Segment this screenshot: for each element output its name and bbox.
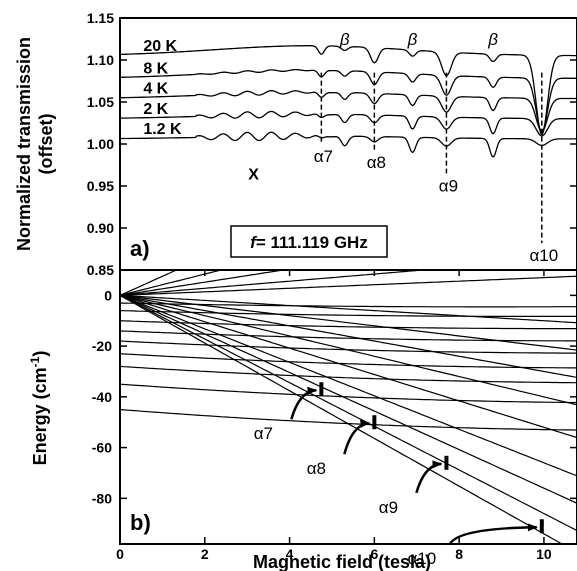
panel-a-y-label-line1: Normalized transmission bbox=[14, 37, 34, 251]
transmission-trace bbox=[120, 110, 577, 137]
panel-b-y-label-sup: -1 bbox=[28, 356, 42, 367]
panel-a-alpha-labels: α7 α8 α9 α10 bbox=[314, 147, 558, 265]
crossing-arrow bbox=[343, 419, 371, 455]
series-label: 4 K bbox=[143, 81, 168, 98]
frequency-symbol: f bbox=[250, 233, 258, 252]
panel-a-resonance-markers bbox=[320, 72, 543, 244]
crossing-label: α9 bbox=[379, 498, 398, 517]
panel-b-xtick-label: 2 bbox=[201, 546, 209, 562]
series-label: 2 K bbox=[143, 101, 168, 118]
panel-b: 0 -20 -40 -60 -80 0 2 4 6 8 10 α7 α8 α9 α10 b) Magne… bbox=[28, 269, 577, 571]
energy-level-line bbox=[120, 270, 430, 296]
panel-a-ytick-label: 1.15 bbox=[87, 10, 114, 26]
panel-b-ytick-label: -40 bbox=[92, 389, 112, 405]
crossing-label: α10 bbox=[407, 549, 436, 568]
series-label: 20 K bbox=[143, 38, 177, 55]
energy-level-line bbox=[120, 320, 577, 330]
panel-b-x-ticks: 0 2 4 6 8 10 bbox=[116, 270, 552, 562]
panel-b-crossings: α7 α8 α9 α10 bbox=[254, 382, 544, 568]
resonance-label: α8 bbox=[367, 153, 386, 172]
energy-level-line bbox=[120, 330, 577, 342]
energy-level-line bbox=[120, 353, 577, 369]
panel-b-y-label-end: ) bbox=[30, 351, 50, 357]
frequency-box bbox=[230, 225, 388, 258]
resonance-label: α10 bbox=[529, 246, 558, 265]
panel-b-ytick-label: -20 bbox=[92, 338, 112, 354]
panel-a-ytick-label: 0.90 bbox=[87, 220, 114, 236]
panel-b-ytick-label: 0 bbox=[104, 287, 112, 303]
resonance-label: α7 bbox=[314, 147, 333, 166]
crossing-label: α7 bbox=[254, 424, 273, 443]
panel-b-label: b) bbox=[130, 510, 151, 535]
panel-a-label: a) bbox=[130, 236, 150, 261]
panel-a-curves bbox=[120, 45, 577, 158]
panel-b-xtick-label: 0 bbox=[116, 546, 124, 562]
energy-level-line bbox=[120, 340, 577, 354]
frequency-value: = 111.119 GHz bbox=[256, 233, 368, 252]
panel-a-y-ticks: 0.85 0.90 0.95 1.00 1.05 1.10 1.15 bbox=[87, 10, 577, 278]
energy-level-line bbox=[120, 310, 577, 317]
panel-b-y-label: Energy (cm-1) bbox=[28, 351, 50, 466]
panel-a-y-label-line2: (offset) bbox=[36, 114, 56, 175]
panel-a-ytick-label: 1.00 bbox=[87, 136, 114, 152]
energy-level-line bbox=[120, 275, 577, 296]
transmission-trace bbox=[120, 131, 577, 158]
panel-a-ytick-label: 0.85 bbox=[87, 262, 114, 278]
energy-level-line bbox=[120, 294, 577, 477]
panel-b-frame bbox=[119, 269, 577, 545]
energy-level-line bbox=[120, 294, 577, 406]
panel-a: 0.850.900.951.001.051.101.15 20 K8 K4 K2… bbox=[14, 10, 577, 278]
panel-b-xtick-label: 10 bbox=[536, 546, 552, 562]
beta-label: β bbox=[487, 30, 498, 49]
panel-b-ytick-label: -60 bbox=[92, 440, 112, 456]
series-label: 1.2 K bbox=[143, 121, 182, 138]
crossing-arrow bbox=[448, 523, 538, 545]
energy-level-line bbox=[120, 294, 577, 324]
energy-level-line bbox=[120, 408, 577, 431]
energy-level-line bbox=[120, 270, 178, 296]
series-label: 8 K bbox=[143, 60, 168, 77]
panel-a-series-labels: 20 K 8 K 4 K 2 K 1.2 K bbox=[143, 38, 182, 138]
transmission-trace bbox=[120, 45, 577, 136]
beta-label: β bbox=[407, 30, 418, 49]
transmission-trace bbox=[120, 68, 577, 133]
beta-label: β bbox=[339, 30, 350, 49]
panel-b-ytick-label: -80 bbox=[92, 490, 112, 506]
panel-a-ytick-label: 1.05 bbox=[87, 94, 114, 110]
crossing-arrow bbox=[290, 386, 318, 420]
crossing-arrow bbox=[415, 460, 443, 494]
panel-b-xtick-label: 8 bbox=[455, 546, 463, 562]
energy-level-line bbox=[120, 270, 287, 296]
crossing-label: α8 bbox=[307, 459, 326, 478]
x-marker-label: X bbox=[248, 166, 259, 183]
panel-b-x-label: Magnetic field (tesla) bbox=[253, 552, 431, 571]
energy-level-line bbox=[120, 302, 577, 308]
panel-b-y-ticks: 0 -20 -40 -60 -80 bbox=[92, 287, 577, 506]
panel-a-ytick-label: 1.10 bbox=[87, 52, 114, 68]
panel-a-y-label: Normalized transmission (offset) bbox=[14, 37, 56, 251]
energy-level-line bbox=[120, 294, 577, 504]
energy-level-line bbox=[120, 365, 577, 384]
panel-b-energy-levels bbox=[120, 270, 577, 544]
panel-a-ytick-label: 0.95 bbox=[87, 178, 114, 194]
energy-level-line bbox=[120, 294, 577, 439]
resonance-label: α9 bbox=[439, 176, 458, 195]
panel-b-xtick-label: 6 bbox=[370, 546, 378, 562]
frequency-label: f= 111.119 GHz bbox=[250, 233, 368, 252]
panel-b-y-label-main: Energy (cm bbox=[30, 367, 50, 465]
panel-b-xtick-label: 4 bbox=[286, 546, 294, 562]
energy-level-line bbox=[120, 383, 577, 404]
transmission-trace bbox=[120, 90, 577, 133]
energy-level-line bbox=[120, 270, 224, 296]
panel-b-y-label-text: Energy (cm-1) bbox=[28, 351, 50, 466]
energy-level-line bbox=[120, 294, 577, 532]
